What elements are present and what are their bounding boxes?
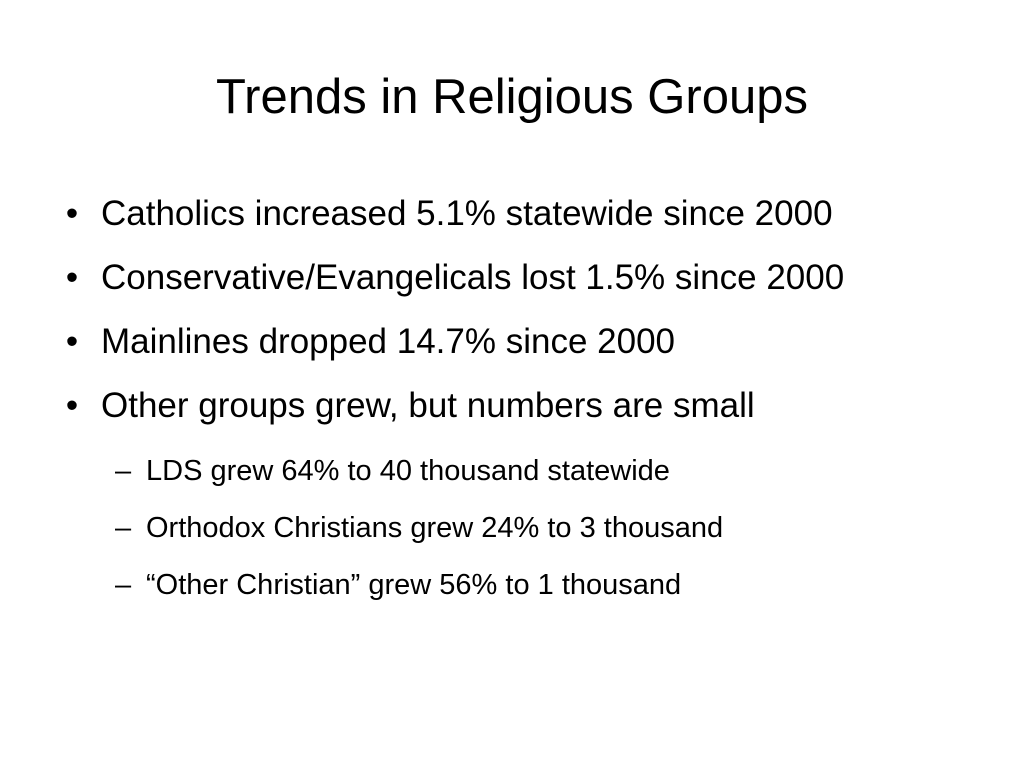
sub-bullet-marker: – (115, 569, 132, 601)
sub-bullet-text: Orthodox Christians grew 24% to 3 thousa… (146, 512, 724, 544)
bullet-list: • Catholics increased 5.1% statewide sin… (0, 190, 1024, 446)
bullet-item: • Mainlines dropped 14.7% since 2000 (0, 318, 1024, 382)
sub-bullet-item: – “Other Christian” grew 56% to 1 thousa… (0, 564, 1024, 621)
bullet-item: • Conservative/Evangelicals lost 1.5% si… (0, 254, 1024, 318)
sub-bullet-text: “Other Christian” grew 56% to 1 thousand (146, 569, 682, 601)
bullet-marker: • (65, 194, 79, 233)
bullet-text: Other groups grew, but numbers are small (101, 386, 755, 425)
bullet-text: Catholics increased 5.1% statewide since… (101, 194, 833, 233)
sub-bullet-marker: – (115, 512, 132, 544)
bullet-text: Conservative/Evangelicals lost 1.5% sinc… (101, 258, 845, 297)
bullet-item: • Other groups grew, but numbers are sma… (0, 382, 1024, 446)
bullet-marker: • (65, 386, 79, 425)
sub-bullet-item: – Orthodox Christians grew 24% to 3 thou… (0, 507, 1024, 564)
bullet-marker: • (65, 322, 79, 361)
bullet-text: Mainlines dropped 14.7% since 2000 (101, 322, 675, 361)
sub-bullet-marker: – (115, 455, 132, 487)
bullet-item: • Catholics increased 5.1% statewide sin… (0, 190, 1024, 254)
sub-bullet-list: – LDS grew 64% to 40 thousand statewide … (0, 450, 1024, 621)
bullet-marker: • (65, 258, 79, 297)
slide-title: Trends in Religious Groups (216, 70, 808, 124)
sub-bullet-item: – LDS grew 64% to 40 thousand statewide (0, 450, 1024, 507)
sub-bullet-text: LDS grew 64% to 40 thousand statewide (146, 455, 670, 487)
